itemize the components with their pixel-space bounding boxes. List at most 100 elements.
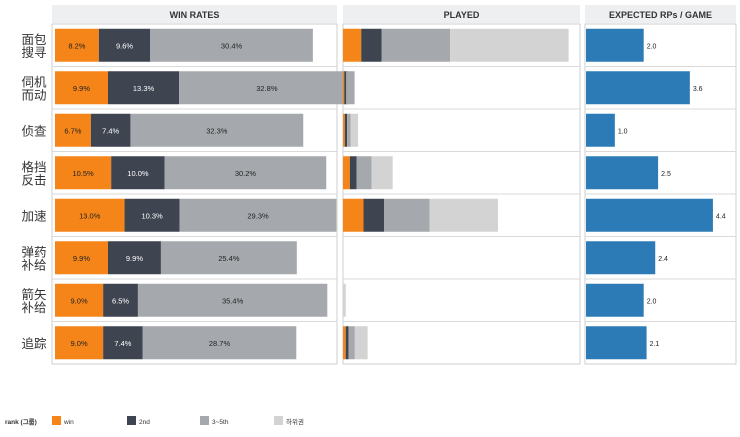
win-rate-bar-2nd — [111, 156, 165, 190]
played-bar-3-5th — [381, 28, 451, 62]
win-rate-data-label: 9.9% — [73, 254, 90, 263]
played-bar-3-5th — [346, 71, 349, 105]
expected-rp-bar — [586, 283, 644, 317]
panel-header-bg — [585, 5, 736, 23]
win-rate-data-label: 6.5% — [112, 296, 129, 305]
win-rate-data-label: 28.7% — [209, 339, 231, 348]
win-rate-data-label: 32.3% — [206, 126, 228, 135]
win-rate-data-label: 6.7% — [64, 126, 81, 135]
win-rate-data-label: 10.5% — [72, 169, 94, 178]
played-bar-2nd — [344, 71, 347, 105]
win-rate-data-label: 9.6% — [116, 41, 133, 50]
win-rate-bar-win — [55, 113, 91, 147]
expected-rp-bar — [586, 326, 647, 360]
panel-header-bg — [343, 5, 580, 23]
legend-swatch-2nd — [127, 416, 136, 425]
legend-label: 2nd — [139, 419, 150, 426]
expected-rp-bar — [586, 156, 659, 190]
played-bar-3-5th — [347, 113, 351, 147]
legend-title: rank (그룹) — [5, 417, 37, 426]
win-rate-data-label: 9.0% — [71, 296, 88, 305]
category-label: 而动 — [21, 87, 46, 102]
expected-rp-label: 3.6 — [693, 86, 703, 93]
win-rate-bar-win — [55, 71, 108, 105]
win-rate-bar-win — [55, 156, 112, 190]
win-rate-data-label: 35.4% — [222, 296, 244, 305]
played-bar-other — [350, 113, 359, 147]
win-rate-data-label: 25.4% — [218, 254, 240, 263]
panel-title: PLAYED — [444, 10, 480, 20]
expected-rp-label: 2.5 — [661, 171, 671, 178]
win-rate-data-label: 10.0% — [127, 169, 149, 178]
category-label: 面包 — [21, 32, 46, 47]
played-bar-win — [343, 156, 350, 190]
legend-swatch-other — [274, 416, 283, 425]
category-label: 弹药 — [21, 244, 46, 259]
played-bar-win — [343, 113, 345, 147]
win-rate-bar-3-5th — [160, 241, 297, 275]
legend: rank (그룹) win 2nd 3~5th 하위권 — [5, 416, 304, 426]
win-rate-data-label: 29.3% — [247, 211, 269, 220]
played-panel — [343, 28, 569, 360]
expected-rp-bar — [586, 198, 713, 232]
expected-rp-bar — [586, 241, 656, 275]
win-rates-panel: 8.2% 9.6% 30.4% 9.9% 13.3% 32.8% 6.7% 7.4% 32.3%… — [55, 28, 355, 360]
legend-swatch-3-5th — [200, 416, 209, 425]
category-label: 追踪 — [21, 336, 47, 351]
category-label: 伺机 — [21, 74, 47, 89]
expected-rp-label: 2.0 — [647, 43, 657, 50]
win-rate-bar-win — [55, 241, 108, 275]
played-bar-3-5th — [356, 156, 372, 190]
category-label: 箭矢 — [21, 287, 47, 302]
played-bar-win — [343, 28, 362, 62]
win-rate-bar-2nd — [103, 283, 138, 317]
panel-title: WIN RATES — [170, 10, 220, 20]
played-bar-other — [429, 198, 498, 232]
played-bar-2nd — [363, 198, 385, 232]
played-bar-2nd — [349, 156, 357, 190]
win-rate-data-label: 10.3% — [141, 211, 163, 220]
legend-swatch-win — [52, 416, 61, 425]
category-label: 补给 — [21, 257, 46, 272]
legend-label: 하위권 — [286, 417, 304, 426]
win-rate-bar-win — [55, 283, 104, 317]
win-rate-bar-3-5th — [130, 113, 304, 147]
expected-rp-label: 4.4 — [716, 213, 726, 220]
win-rate-data-label: 30.2% — [235, 169, 257, 178]
played-bar-win — [343, 198, 364, 232]
expected-rp-label: 2.0 — [647, 298, 657, 305]
expected-rp-bar — [586, 28, 644, 62]
win-rate-bar-3-5th — [164, 156, 327, 190]
win-rate-data-label: 13.3% — [133, 84, 155, 93]
category-label: 加速 — [21, 208, 47, 223]
win-rate-bar-2nd — [107, 241, 161, 275]
category-label: 补给 — [21, 300, 46, 315]
win-rate-bar-win — [55, 198, 125, 232]
legend-label: 3~5th — [212, 419, 229, 426]
win-rate-bar-2nd — [107, 71, 180, 105]
win-rate-bar-3-5th — [137, 283, 328, 317]
win-rate-data-label: 8.2% — [68, 41, 85, 50]
played-bar-3-5th — [348, 326, 355, 360]
played-bar-win — [343, 326, 346, 360]
win-rate-bar-3-5th — [179, 198, 337, 232]
played-bar-other — [343, 283, 346, 317]
win-rate-bar-2nd — [124, 198, 180, 232]
win-rate-data-label: 13.0% — [79, 211, 101, 220]
played-bar-3-5th — [384, 198, 430, 232]
win-rate-data-label: 9.9% — [126, 254, 143, 263]
expected-rp-label: 2.4 — [658, 256, 668, 263]
expected-rp-bar — [586, 71, 690, 105]
expected-rp-label: 1.0 — [618, 128, 628, 135]
win-rate-data-label: 9.0% — [71, 339, 88, 348]
win-rate-bar-2nd — [98, 28, 151, 62]
win-rate-bar-3-5th — [179, 71, 355, 105]
played-bar-other — [450, 28, 569, 62]
win-rate-data-label: 7.4% — [102, 126, 119, 135]
played-bar-2nd — [345, 326, 349, 360]
panel-frames — [51, 23, 737, 365]
played-bar-2nd — [344, 113, 348, 147]
win-rate-bar-3-5th — [150, 28, 313, 62]
category-label: 反击 — [21, 172, 46, 187]
